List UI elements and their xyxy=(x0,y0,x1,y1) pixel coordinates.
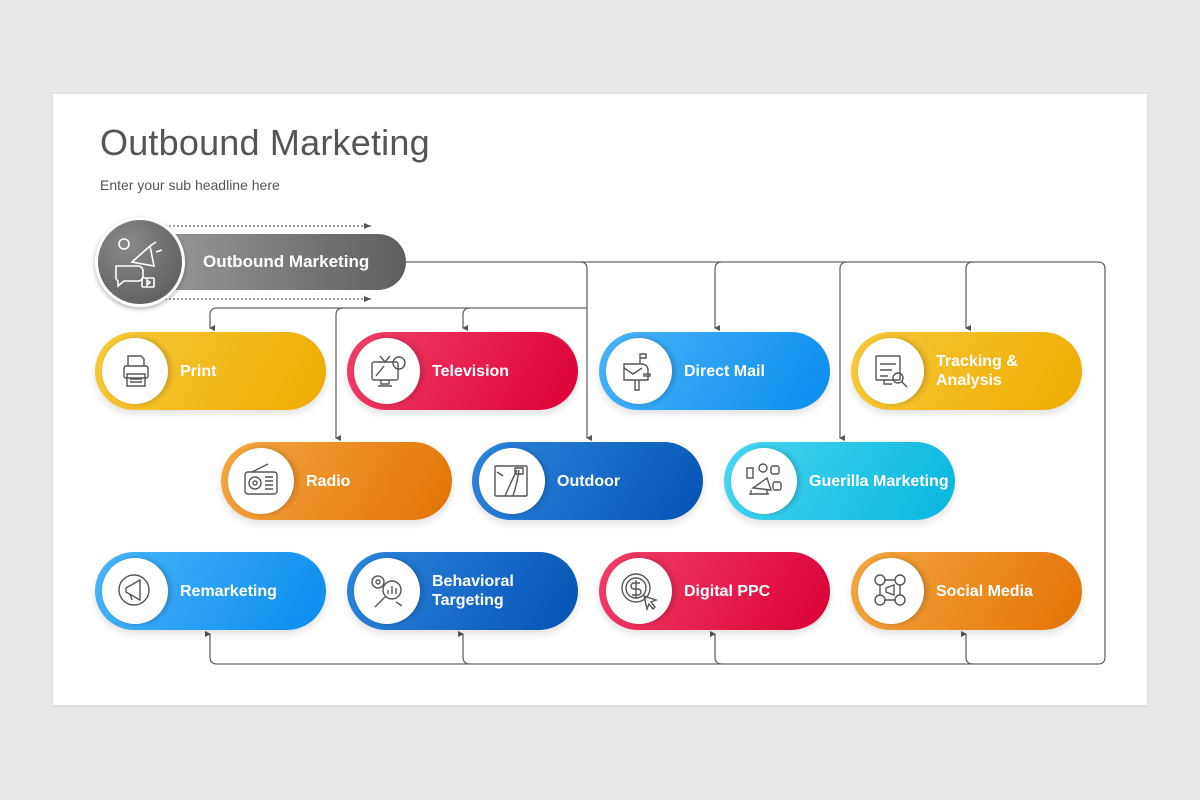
node-social-media[interactable]: Social Media xyxy=(851,552,1082,630)
arrow-radio xyxy=(335,307,344,441)
social-network-icon xyxy=(858,558,924,624)
printer-icon xyxy=(102,338,168,404)
television-icon xyxy=(354,338,420,404)
node-label: Guerilla Marketing xyxy=(809,472,949,490)
megaphone-chat-icon xyxy=(95,217,185,307)
root-label: Outbound Marketing xyxy=(203,252,370,271)
arrow-outdoor xyxy=(579,261,592,441)
radio-icon xyxy=(228,448,294,514)
node-label: Remarketing xyxy=(180,582,277,600)
node-label: Outdoor xyxy=(557,472,621,490)
branch-left xyxy=(209,307,587,331)
arrow-behavioral xyxy=(458,631,471,665)
node-print[interactable]: Print xyxy=(95,332,326,410)
node-label: Print xyxy=(180,362,217,380)
node-label: Social Media xyxy=(936,582,1033,600)
arrow-guerilla xyxy=(839,261,848,441)
root-node[interactable]: Outbound Marketing xyxy=(150,234,406,290)
mailbox-icon xyxy=(606,338,672,404)
arrow-direct-mail xyxy=(714,261,723,331)
target-analysis-icon xyxy=(354,558,420,624)
node-label: Digital PPC xyxy=(684,582,771,600)
megaphone-social-icon xyxy=(731,448,797,514)
node-label: Tracking & Analysis xyxy=(936,353,1018,389)
node-outdoor[interactable]: Outdoor xyxy=(472,442,703,520)
dollar-click-icon xyxy=(606,558,672,624)
arrow-tracking xyxy=(965,261,974,331)
node-label: Television xyxy=(432,362,510,380)
node-tracking-analysis[interactable]: Tracking & Analysis xyxy=(851,332,1082,410)
node-label: Behavioral Targeting xyxy=(432,573,514,609)
node-behavioral-targeting[interactable]: Behavioral Targeting xyxy=(347,552,578,630)
arrow-television xyxy=(462,307,471,331)
arrow-social xyxy=(961,631,974,665)
megaphone-cycle-icon xyxy=(102,558,168,624)
node-direct-mail[interactable]: Direct Mail xyxy=(599,332,830,410)
page-title: Outbound Marketing xyxy=(100,122,430,163)
node-radio[interactable]: Radio xyxy=(221,442,452,520)
node-guerilla-marketing[interactable]: Guerilla Marketing xyxy=(724,442,955,520)
node-remarketing[interactable]: Remarketing xyxy=(95,552,326,630)
main-loop xyxy=(205,261,1106,665)
arrow-digital-ppc xyxy=(710,631,723,665)
node-digital-ppc[interactable]: Digital PPC xyxy=(599,552,830,630)
node-label: Direct Mail xyxy=(684,362,765,380)
billboard-road-icon xyxy=(479,448,545,514)
page-subtitle: Enter your sub headline here xyxy=(100,177,280,193)
node-television[interactable]: Television xyxy=(347,332,578,410)
node-label: Radio xyxy=(306,472,351,490)
analytics-search-icon xyxy=(858,338,924,404)
